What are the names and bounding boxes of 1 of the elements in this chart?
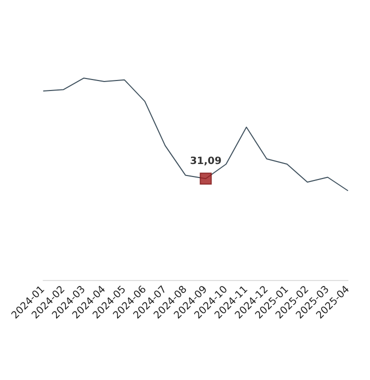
annotation: 31,09 bbox=[190, 156, 222, 168]
